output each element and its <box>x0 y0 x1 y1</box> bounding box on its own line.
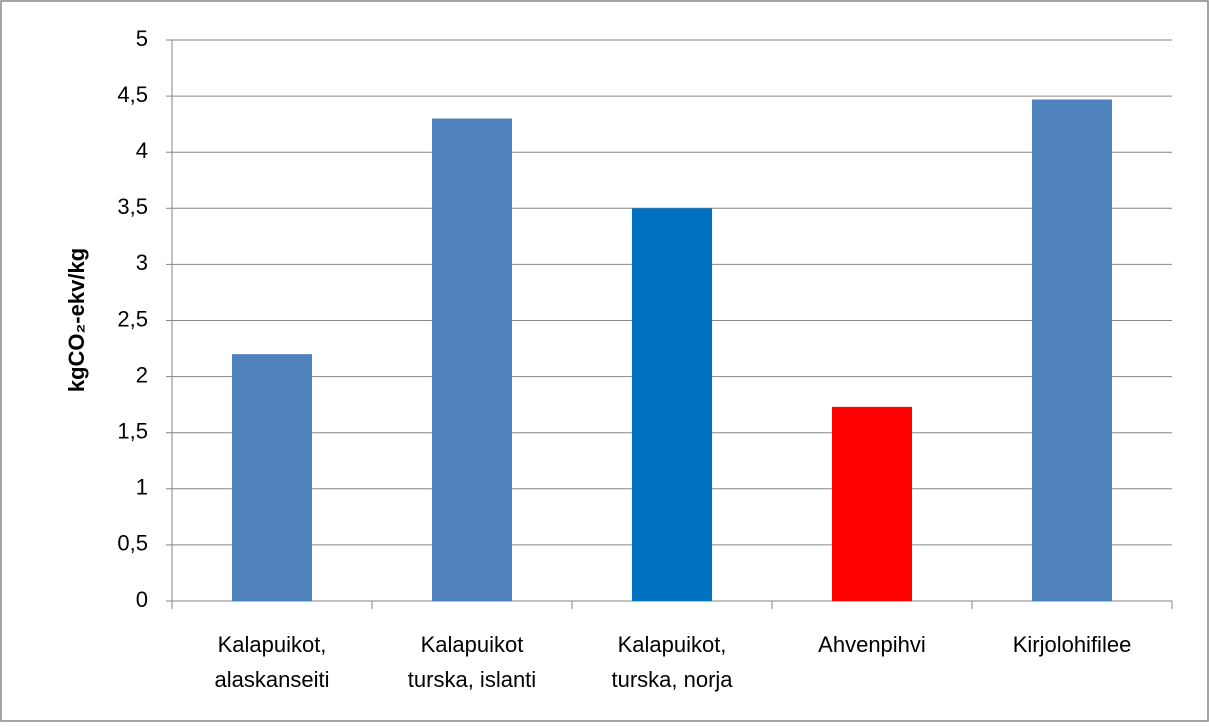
bar <box>232 354 312 601</box>
x-tick-label: turska, norja <box>611 667 733 692</box>
x-tick-label: Kirjolohifilee <box>1013 632 1132 657</box>
x-tick-label: Kalapuikot, <box>618 632 727 657</box>
y-tick-label: 0,5 <box>117 531 148 556</box>
y-axis-title: kgCO₂-ekv/kg <box>64 248 89 392</box>
x-tick-label: Kalapuikot, <box>218 632 327 657</box>
bar <box>1032 99 1112 601</box>
y-tick-label: 3 <box>136 250 148 275</box>
y-tick-label: 0 <box>136 587 148 612</box>
y-tick-label: 2,5 <box>117 306 148 331</box>
bar <box>432 118 512 601</box>
y-tick-label: 4,5 <box>117 82 148 107</box>
y-tick-label: 1,5 <box>117 419 148 444</box>
y-tick-label: 2 <box>136 362 148 387</box>
y-tick-label: 1 <box>136 475 148 500</box>
bar <box>632 208 712 602</box>
bar <box>832 406 912 601</box>
y-tick-label: 5 <box>136 26 148 51</box>
y-tick-label: 4 <box>136 138 148 163</box>
x-tick-label: alaskanseiti <box>215 667 330 692</box>
y-tick-label: 3,5 <box>117 194 148 219</box>
x-tick-label: turska, islanti <box>408 667 536 692</box>
x-tick-label: Ahvenpihvi <box>818 632 926 657</box>
x-tick-label: Kalapuikot <box>421 632 524 657</box>
